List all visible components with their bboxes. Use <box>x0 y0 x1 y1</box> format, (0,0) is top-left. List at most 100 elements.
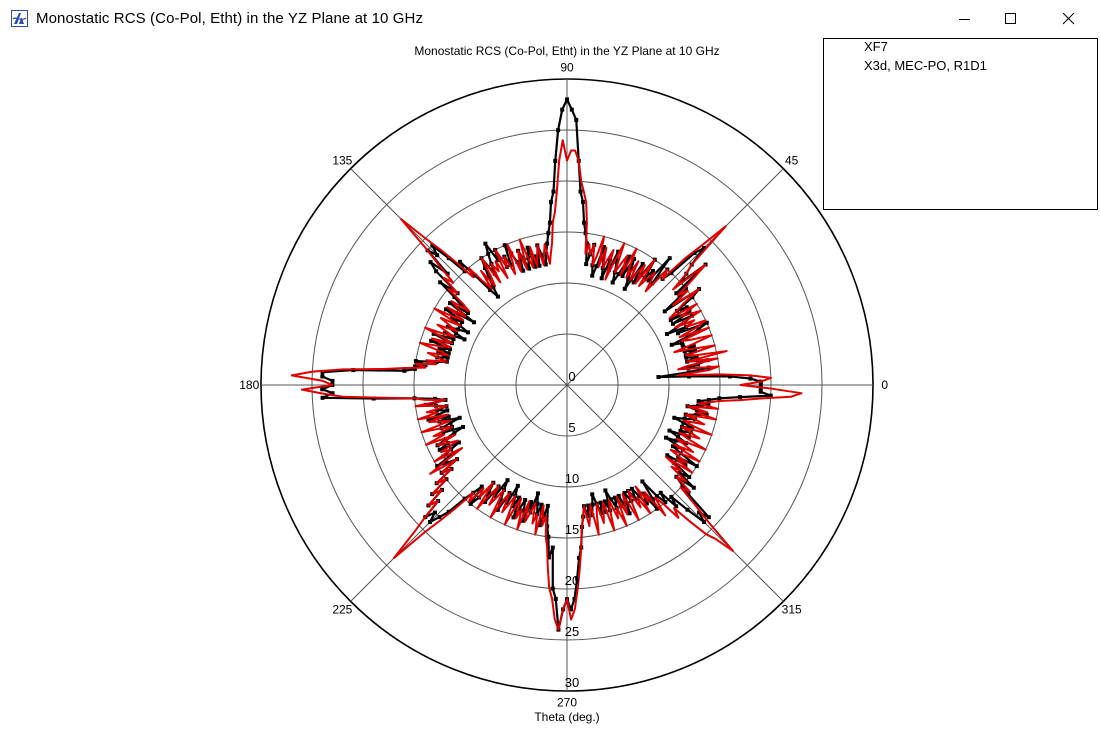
series-0-point-305 <box>641 491 646 496</box>
series-0-point-234 <box>487 490 492 495</box>
series-0-point-40 <box>674 291 679 296</box>
tick-labels: 0 45 90 135 180 225 270 315 0 5 10 15 20 25 30 <box>239 60 888 709</box>
series-0-point-92 <box>556 128 561 133</box>
window-title: Monostatic RCS (Co-Pol, Etht) in the YZ … <box>36 10 424 27</box>
series-0-point-93 <box>553 158 558 163</box>
series-0-point-333 <box>674 438 679 443</box>
series-0-point-251 <box>521 508 526 513</box>
series-0-point-312 <box>674 504 679 509</box>
legend-label-xf7: XF7 <box>864 39 888 54</box>
series-0-point-356 <box>737 395 742 400</box>
maximize-icon <box>1005 13 1016 24</box>
series-0-point-283 <box>590 492 595 497</box>
series-0-point-31 <box>687 309 692 314</box>
series-0-point-228 <box>462 496 467 501</box>
series-0-point-159 <box>431 331 436 336</box>
minimize-button[interactable] <box>942 0 988 38</box>
series-0-point-212 <box>435 464 440 469</box>
series-0-point-33 <box>684 305 689 310</box>
series-0-point-291 <box>608 497 613 502</box>
series-0-point-230 <box>479 484 484 489</box>
series-0-point-145 <box>448 301 453 306</box>
series-0-point-235 <box>483 499 488 504</box>
angle-tick-label-90: 90 <box>560 60 574 74</box>
series-0-point-171 <box>413 359 418 364</box>
legend-label-x3d: X3d, MEC-PO, R1D1 <box>864 58 987 73</box>
series-0-point-39 <box>683 286 688 291</box>
series-0-point-35 <box>690 295 695 300</box>
series-0-point-148 <box>443 307 448 312</box>
series-0-point-143 <box>459 303 464 308</box>
series-0-point-17 <box>691 344 696 349</box>
series-0-point-315 <box>702 520 707 525</box>
series-0-point-121 <box>486 251 491 256</box>
series-0-point-246 <box>511 504 516 509</box>
legend-entry-xf7: XF7 <box>828 39 1088 55</box>
series-0-point-213 <box>445 460 450 465</box>
series-0-point-273 <box>575 576 580 581</box>
series-0-point-173 <box>413 364 418 369</box>
series-0-point-90 <box>565 97 569 102</box>
series-0-point-94 <box>551 189 556 194</box>
series-0-point-338 <box>678 428 683 433</box>
series-0-point-162 <box>429 338 434 343</box>
series-0-point-225 <box>427 520 432 525</box>
series-0-point-76 <box>594 264 599 269</box>
series-0-point-319 <box>680 483 685 488</box>
radial-tick-label-20: 20 <box>565 573 579 588</box>
series-0-point-201 <box>441 430 446 435</box>
series-0-point-13 <box>684 355 689 360</box>
close-icon <box>1063 13 1075 25</box>
series-0-point-134 <box>430 243 435 248</box>
series-0-point-314 <box>685 507 690 512</box>
series-0-point-132 <box>462 269 467 274</box>
series-0-point-142 <box>452 295 457 300</box>
series-0-point-253 <box>529 500 534 505</box>
series-0-point-120 <box>483 241 488 246</box>
series-0-point-303 <box>637 494 642 499</box>
maximize-button[interactable] <box>988 0 1034 38</box>
series-0-point-72 <box>599 276 604 281</box>
series-line-1 <box>290 139 803 631</box>
series-0-point-310 <box>663 500 668 505</box>
series-0-point-293 <box>612 495 617 500</box>
series-0-point-266 <box>550 586 555 591</box>
series-0-point-249 <box>517 506 522 511</box>
series-0-point-158 <box>451 337 456 342</box>
series-0-point-126 <box>487 275 492 280</box>
series-0-point-353 <box>696 399 701 404</box>
series-0-point-108 <box>527 266 532 271</box>
series-0-point-170 <box>434 359 439 364</box>
series-0-point-177 <box>320 370 325 375</box>
series-0-point-241 <box>495 507 500 512</box>
series-0-point-311 <box>658 490 663 495</box>
series-0-point-0 <box>758 383 763 387</box>
series-0-point-52 <box>646 278 651 283</box>
series-0-point-152 <box>465 330 470 335</box>
series-0-point-27 <box>664 332 669 337</box>
series-0-point-153 <box>455 327 460 332</box>
grid-spoke-225 <box>350 384 568 602</box>
series-0-point-88 <box>574 117 579 122</box>
radial-tick-label-25: 25 <box>565 624 579 639</box>
series-0-point-99 <box>544 252 549 257</box>
title-bar: Monostatic RCS (Co-Pol, Etht) in the YZ … <box>0 0 1100 39</box>
series-0-point-58 <box>640 261 645 266</box>
series-0-point-351 <box>695 403 700 408</box>
series-0-point-306 <box>654 506 659 511</box>
series-0-point-62 <box>632 256 637 261</box>
series-0-point-250 <box>523 498 528 503</box>
series-0-point-104 <box>532 254 537 259</box>
series-0-point-149 <box>460 319 465 324</box>
grid-spoke-315 <box>566 384 784 602</box>
series-0-point-114 <box>502 243 507 248</box>
series-0-point-265 <box>550 545 555 550</box>
close-button[interactable] <box>1046 0 1092 38</box>
series-0-point-326 <box>683 462 688 467</box>
series-0-point-318 <box>686 492 691 497</box>
series-0-point-342 <box>681 420 686 425</box>
series-0-point-21 <box>669 342 674 347</box>
series-0-point-115 <box>508 262 513 267</box>
series-0-point-261 <box>545 503 550 508</box>
series-0-point-260 <box>541 513 546 518</box>
